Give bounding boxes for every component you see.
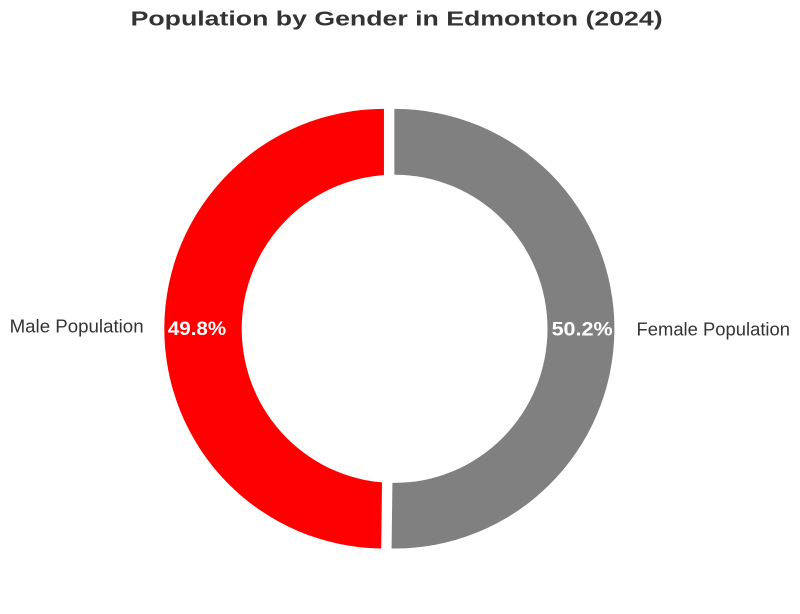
svg-text:Population by Gender in Edmont: Population by Gender in Edmonton (2024)	[131, 7, 663, 30]
svg-text:49.8%: 49.8%	[168, 318, 227, 340]
svg-text:Female Population: Female Population	[637, 319, 791, 339]
svg-text:Male Population: Male Population	[10, 316, 144, 336]
svg-text:50.2%: 50.2%	[552, 318, 613, 340]
